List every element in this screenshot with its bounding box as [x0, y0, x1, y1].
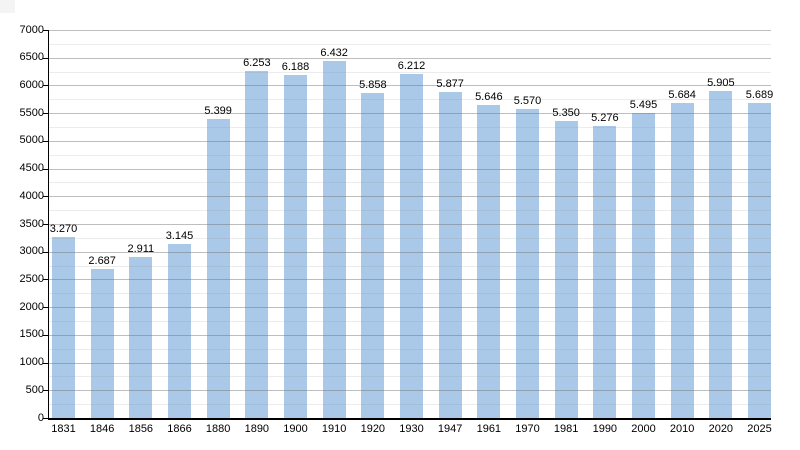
bar-value-label-1846: 2.687 — [88, 255, 116, 268]
bar-value-label-1890: 6.253 — [243, 57, 271, 70]
bar-1947 — [438, 92, 462, 418]
bar-2020 — [709, 90, 733, 418]
y-tick-mark-0 — [43, 418, 48, 419]
bar-2025 — [748, 102, 771, 418]
bar-value-label-1900: 6.188 — [281, 61, 310, 74]
y-tick-label-7000: 7000 — [19, 23, 44, 36]
y-tick-label-6000: 6000 — [19, 78, 44, 91]
major-gridline — [49, 30, 771, 31]
x-tick-label-1930: 1930 — [399, 423, 424, 435]
y-tick-mark-2500 — [43, 279, 48, 281]
bar-1831 — [52, 236, 75, 418]
y-tick-label-1500: 1500 — [19, 328, 44, 341]
y-axis-line — [48, 30, 49, 420]
bar-1910 — [322, 61, 346, 418]
bar-value-label-1961: 5.646 — [475, 91, 503, 104]
y-tick-mark-3000 — [43, 251, 48, 253]
x-axis-line — [48, 418, 771, 420]
y-tick-mark-1500 — [43, 334, 48, 336]
bar-value-label-1831: 3.270 — [49, 222, 78, 235]
x-tick-label-2025: 2025 — [747, 423, 772, 435]
x-tick-label-2010: 2010 — [669, 423, 695, 435]
bar-value-label-2025: 5.689 — [745, 88, 774, 101]
x-tick-label-1846: 1846 — [89, 423, 115, 435]
x-tick-label-2020: 2020 — [708, 423, 734, 435]
y-tick-label-3000: 3000 — [19, 245, 44, 258]
y-tick-label-4500: 4500 — [19, 162, 44, 175]
x-tick-label-1900: 1900 — [283, 423, 308, 435]
y-tick-label-2500: 2500 — [19, 272, 44, 285]
x-tick-label-1981: 1981 — [553, 423, 579, 435]
y-tick-label-0: 0 — [37, 411, 44, 424]
y-tick-label-4000: 4000 — [19, 189, 44, 202]
y-tick-label-1000: 1000 — [19, 356, 44, 369]
y-tick-mark-6500 — [43, 57, 48, 59]
bar-1970 — [516, 109, 539, 418]
bar-1880 — [206, 118, 230, 418]
y-tick-mark-4000 — [43, 196, 48, 198]
y-tick-mark-4500 — [43, 168, 48, 170]
bar-value-label-1920: 5.858 — [359, 79, 387, 92]
x-tick-label-1961: 1961 — [476, 423, 502, 435]
bar-value-label-2010: 5.684 — [668, 88, 696, 101]
bar-value-label-1970: 5.570 — [513, 95, 542, 108]
bar-1900 — [284, 75, 307, 418]
bar-1890 — [245, 71, 269, 418]
y-tick-label-2000: 2000 — [19, 300, 44, 313]
plot-area: 3.270 2.687 2.911 3.145 5.399 6.253 6.188 6.432… — [49, 30, 773, 418]
x-tick-label-1910: 1910 — [321, 423, 347, 435]
y-tick-mark-6000 — [43, 85, 48, 87]
bar-1856 — [129, 256, 153, 418]
x-tick-label-1866: 1866 — [167, 423, 192, 435]
bar-1990 — [593, 125, 617, 418]
y-tick-mark-5500 — [43, 113, 48, 115]
bar-1920 — [361, 93, 385, 418]
y-tick-mark-2000 — [43, 307, 48, 309]
bar-value-label-1947: 5.877 — [436, 78, 464, 91]
corner-artifact — [0, 0, 15, 13]
y-tick-label-5000: 5000 — [19, 134, 44, 147]
x-tick-label-1856: 1856 — [128, 423, 154, 435]
bar-value-label-1856: 2.911 — [127, 242, 155, 255]
x-tick-label-1831: 1831 — [51, 423, 76, 435]
bar-value-label-1930: 6.212 — [397, 59, 426, 72]
y-tick-mark-3500 — [43, 224, 48, 225]
bar-1930 — [400, 73, 423, 418]
y-tick-label-6500: 6500 — [19, 51, 44, 64]
bar-1981 — [554, 121, 578, 418]
y-tick-mark-5000 — [43, 140, 48, 142]
bar-1961 — [477, 105, 501, 418]
y-tick-label-500: 500 — [25, 383, 44, 396]
x-tick-label-1947: 1947 — [437, 423, 463, 435]
y-tick-label-5500: 5500 — [19, 106, 44, 119]
y-tick-mark-1000 — [43, 362, 48, 364]
bar-value-label-1880: 5.399 — [204, 104, 232, 117]
bar-value-label-2020: 5.905 — [707, 76, 735, 89]
x-tick-label-1970: 1970 — [515, 423, 540, 435]
major-gridline — [49, 57, 771, 59]
y-tick-label-3500: 3500 — [19, 217, 44, 230]
x-tick-label-1920: 1920 — [360, 423, 386, 435]
minor-gridline — [49, 71, 771, 73]
y-tick-mark-500 — [43, 390, 48, 392]
bar-2010 — [670, 102, 694, 418]
bar-value-label-1981: 5.350 — [552, 107, 580, 120]
bar-1846 — [90, 269, 114, 418]
bar-value-label-1990: 5.276 — [591, 111, 619, 124]
x-tick-label-1880: 1880 — [205, 423, 231, 435]
bar-2000 — [632, 113, 655, 418]
y-tick-mark-7000 — [43, 30, 48, 31]
minor-gridline — [49, 43, 771, 45]
x-tick-label-1890: 1890 — [244, 423, 270, 435]
bar-1866 — [168, 243, 191, 418]
bar-value-label-2000: 5.495 — [629, 99, 658, 112]
bar-value-label-1910: 6.432 — [320, 47, 348, 60]
bar-value-label-1866: 3.145 — [165, 229, 194, 242]
x-tick-label-1990: 1990 — [592, 423, 618, 435]
x-tick-label-2000: 2000 — [631, 423, 656, 435]
